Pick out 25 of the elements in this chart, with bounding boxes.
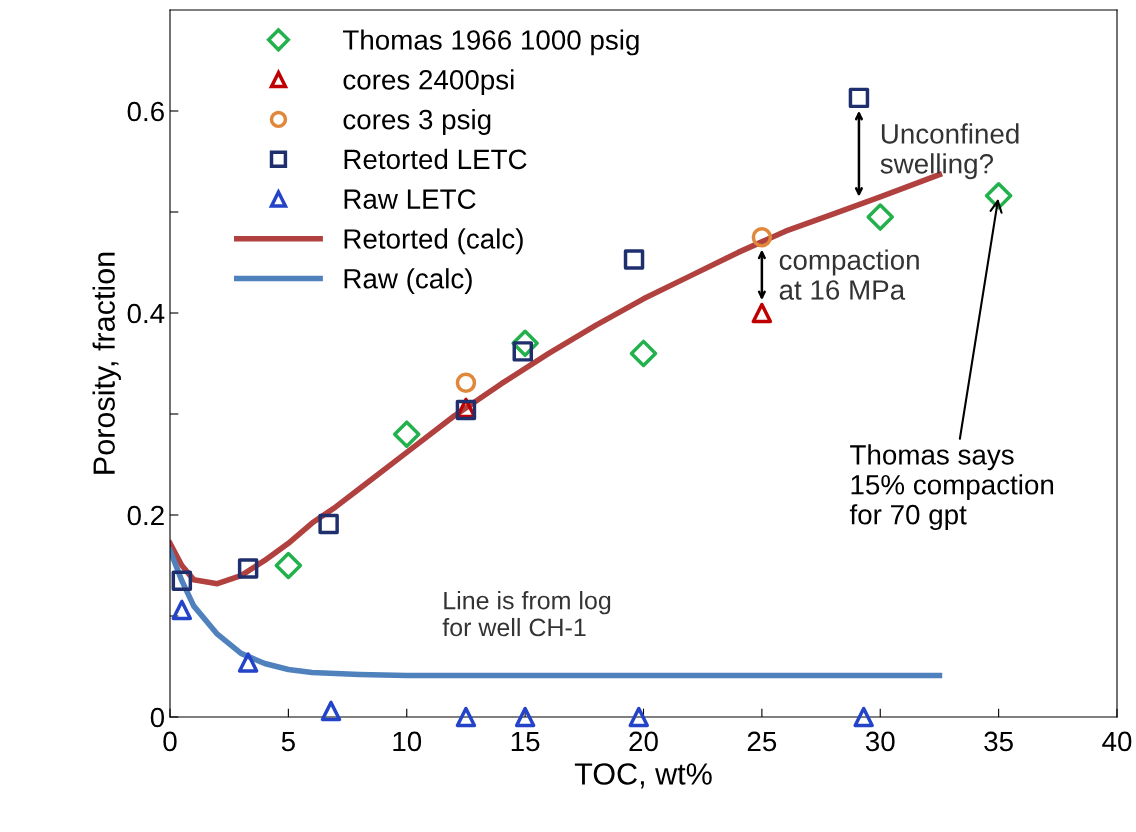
x-tick-label: 40 <box>1102 731 1132 752</box>
annotation: Unconfined swelling? <box>880 123 1019 180</box>
legend-label: Retorted (calc) <box>344 228 523 255</box>
legend-label: Retorted LETC <box>344 148 527 170</box>
x-tick-label: 35 <box>984 731 1013 752</box>
legend-label: cores 3 psig <box>343 109 491 135</box>
y-tick-label: 0.2 <box>127 505 164 526</box>
legend-label: Raw (calc) <box>344 268 472 295</box>
legend-label: Thomas 1966 1000 psig <box>342 29 639 56</box>
x-tick-label: 20 <box>629 731 658 752</box>
y-tick-label: 0.4 <box>127 303 165 324</box>
x-tick-label: 5 <box>281 731 295 752</box>
y-tick-label: 0 <box>150 707 165 728</box>
x-axis-title: TOC, wt% <box>574 763 712 789</box>
x-tick-label: 15 <box>511 731 540 752</box>
x-tick-label: 25 <box>747 731 777 752</box>
x-tick-label: 10 <box>393 731 422 752</box>
legend-label: cores 2400psi <box>343 69 514 96</box>
annotation: compaction at 16 MPa <box>779 249 919 300</box>
annotation: Thomas says 15% compaction for 70 gpt <box>849 444 1054 531</box>
y-tick-label: 0.6 <box>127 101 164 122</box>
legend-label: Raw LETC <box>344 189 476 209</box>
annotation: Line is from log for well CH-1 <box>442 591 611 637</box>
x-tick-label: 30 <box>865 731 895 752</box>
y-axis-title: Porosity, fraction <box>92 252 121 474</box>
